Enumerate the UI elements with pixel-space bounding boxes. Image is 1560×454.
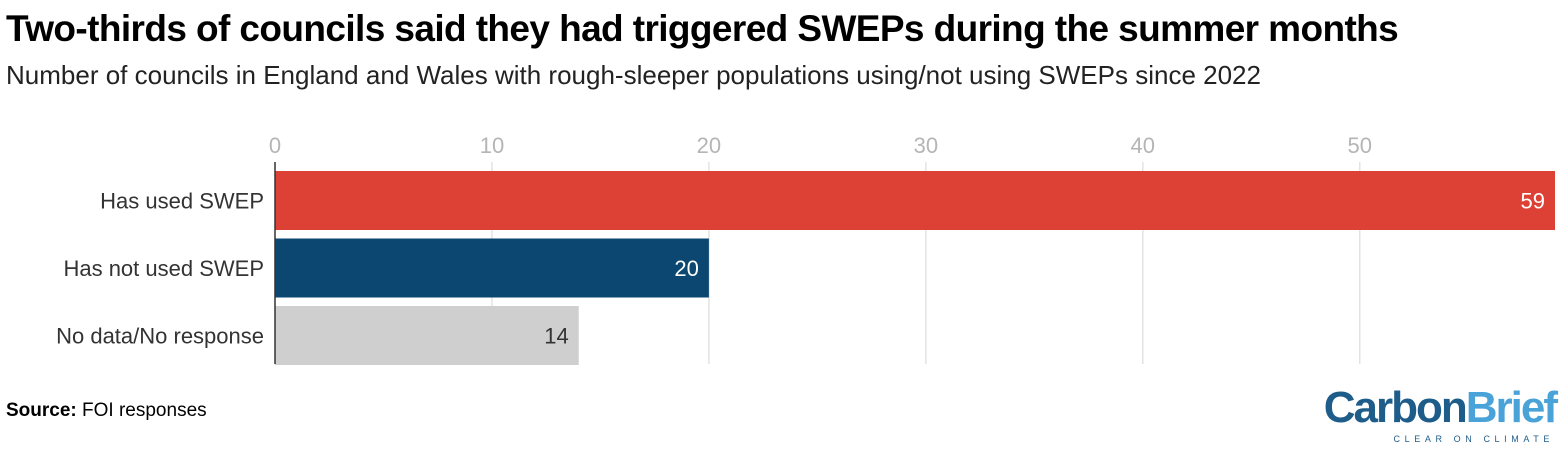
logo-part2: Brief	[1465, 383, 1558, 432]
x-tick-label: 0	[269, 133, 281, 158]
bar-chart: 0 10 20 30 40 50 59 20 14 Has used SWEP Has not …	[56, 133, 1555, 365]
category-label: Has not used SWEP	[63, 256, 264, 281]
category-labels: Has used SWEP Has not used SWEP No data/No…	[56, 189, 264, 349]
bars: 59 20 14	[275, 171, 1555, 365]
logo-tagline: CLEAR ON CLIMATE	[1393, 434, 1554, 444]
source-label: Source:	[6, 400, 77, 421]
bar-value-label: 20	[674, 256, 698, 281]
category-label: No data/No response	[56, 324, 264, 349]
logo-part1: Carbon	[1323, 383, 1468, 432]
x-tick-label: 20	[697, 133, 721, 158]
category-label: Has used SWEP	[100, 189, 264, 214]
source-text: FOI responses	[82, 400, 207, 421]
bar-value-label: 14	[544, 324, 568, 349]
x-tick-label: 30	[914, 133, 938, 158]
chart-subtitle: Number of councils in England and Wales …	[6, 60, 1261, 90]
x-tick-label: 50	[1348, 133, 1372, 158]
x-tick-label: 10	[480, 133, 504, 158]
bar	[275, 171, 1555, 230]
bar	[275, 238, 709, 298]
bar	[275, 306, 579, 365]
source-note: Source: FOI responses	[6, 400, 207, 422]
carbon-brief-logo: CarbonBrief CLEAR ON CLIMATE	[1323, 383, 1558, 446]
chart-title: Two-thirds of councils said they had tri…	[6, 8, 1399, 49]
logo-wordmark: CarbonBrief	[1323, 383, 1558, 432]
bar-value-label: 59	[1521, 189, 1545, 214]
x-tick-label: 40	[1131, 133, 1155, 158]
x-axis-ticks: 0 10 20 30 40 50	[269, 133, 1372, 158]
